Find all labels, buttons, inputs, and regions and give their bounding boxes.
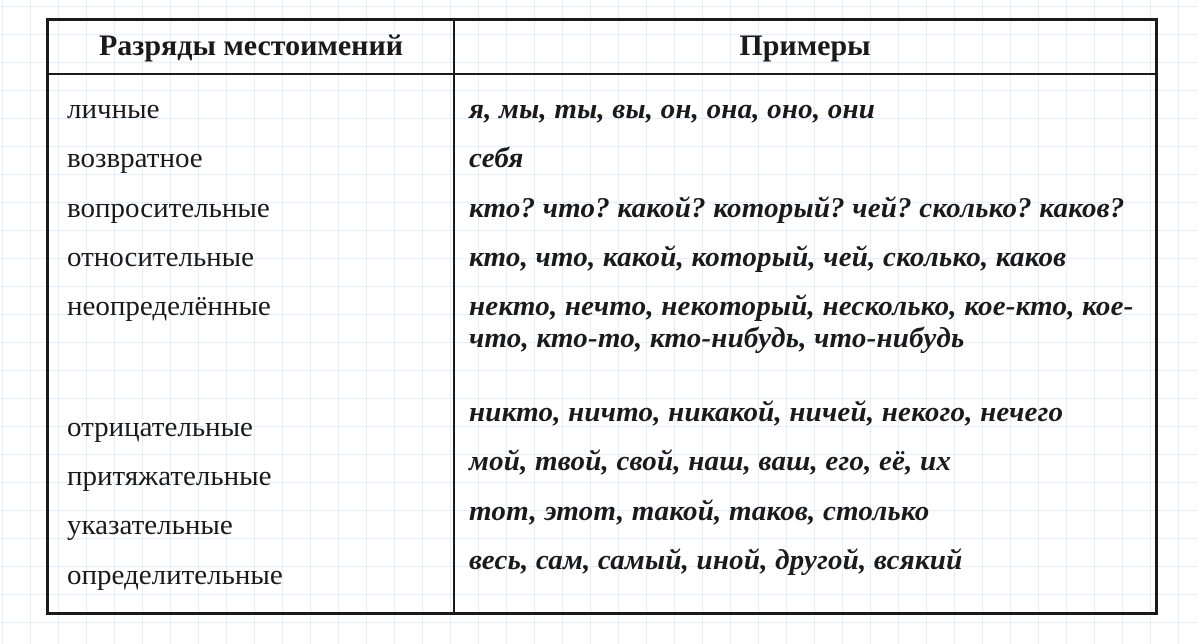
examples-column: я, мы, ты, вы, он, она, оно, они себя кт… [454,74,1157,613]
examples-cell: весь, сам, самый, иной, другой, всякий [469,536,1145,585]
category-cell: возвратное [67,134,437,183]
examples-cell: я, мы, ты, вы, он, она, оно, они [469,85,1145,134]
examples-cell: себя [469,134,1145,183]
category-cell: определительные [67,551,437,600]
category-cell: личные [67,85,437,134]
examples-cell: мой, твой, свой, наш, ваш, его, её, их [469,437,1145,486]
category-cell: отрицательные [67,403,437,452]
examples-cell: кто? что? какой? который? чей? сколько? … [469,184,1145,233]
category-cell: притяжательные [67,452,437,501]
category-cell: указательные [67,501,437,550]
examples-cell: кто, что, какой, который, чей, сколько, … [469,233,1145,282]
examples-cell: никто, ничто, никакой, ничей, некого, не… [469,388,1145,437]
examples-cell: тот, этот, такой, таков, столько [469,487,1145,536]
header-examples: Примеры [454,20,1157,75]
category-cell: относительные [67,233,437,282]
table-header-row: Разряды местоимений Примеры [48,20,1157,75]
table-body-row: личные возвратное вопросительные относит… [48,74,1157,613]
category-cell: вопросительные [67,184,437,233]
examples-cell: некто, нечто, некоторый, несколько, кое-… [469,282,1145,388]
pronoun-categories-table: Разряды местоимений Примеры личные возвр… [46,18,1158,615]
category-column: личные возвратное вопросительные относит… [48,74,455,613]
header-category: Разряды местоимений [48,20,455,75]
category-cell: неопределённые [67,282,437,402]
